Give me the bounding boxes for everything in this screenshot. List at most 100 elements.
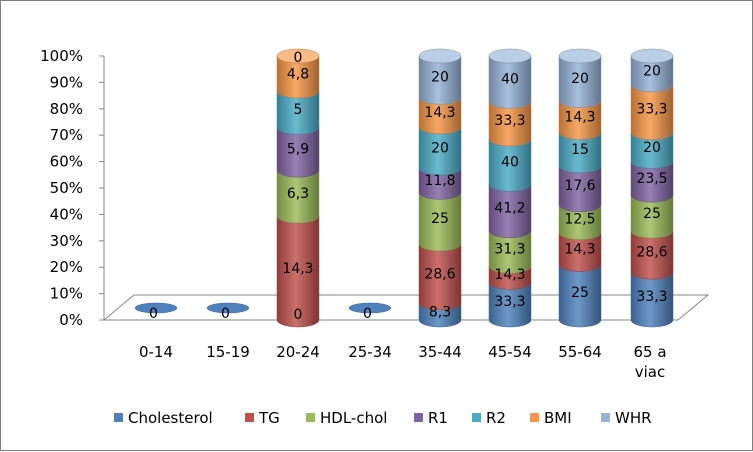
y-tick-label: 100%	[40, 47, 83, 65]
data-label: 20	[571, 71, 589, 87]
y-tick-label: 80%	[50, 100, 83, 118]
x-tick-label: 20-24	[276, 343, 320, 361]
data-label: 5	[294, 102, 303, 118]
data-label: 23,5	[636, 171, 667, 187]
y-tick-label: 30%	[50, 232, 83, 250]
chart-floor	[102, 294, 710, 321]
legend-item-4: R2	[472, 409, 506, 427]
legend-swatch	[114, 413, 123, 422]
x-tick-label: 35-44	[418, 343, 462, 361]
data-label: 33,3	[494, 294, 525, 310]
legend-item-1: TG	[245, 409, 280, 427]
bar-top-cap	[630, 48, 674, 64]
legend-swatch	[414, 413, 423, 422]
y-tick-label: 90%	[50, 73, 83, 91]
legend-item-6: WHR	[601, 409, 652, 427]
bar-group-4: 8,3 28,6 25 11,8 20 14,3 20	[418, 48, 462, 328]
data-label: 33,3	[636, 102, 667, 118]
bar-top-cap	[558, 48, 602, 64]
legend-swatch	[245, 413, 254, 422]
data-label: 20	[643, 140, 661, 156]
bar-area: 0 0 014,36,35,954,800 8,328,62511,82014,320…	[134, 48, 674, 328]
data-label: 12,5	[564, 212, 595, 228]
x-axis: 0-14 15-19 20-24 25-34 35-44 45-54 55-64 65 a vi…	[139, 343, 667, 381]
legend: Cholesterol TG HDL-chol R1 R2 BMI WHR	[114, 409, 652, 427]
data-label: 17,6	[564, 178, 595, 194]
data-label: 14,3	[494, 267, 525, 283]
legend-swatch	[530, 413, 539, 422]
data-label: 33,3	[494, 113, 525, 129]
data-label: 14,3	[282, 261, 313, 277]
empty-bar-disc	[206, 302, 250, 314]
data-label: 25	[431, 211, 449, 227]
legend-label: R1	[428, 409, 448, 427]
data-label: 33,3	[636, 289, 667, 305]
bar-group-2: 014,36,35,954,80	[276, 48, 320, 328]
y-tick-label: 0%	[59, 311, 83, 329]
legend-swatch	[306, 413, 315, 422]
y-tick-label: 40%	[50, 205, 83, 223]
data-label: 25	[643, 206, 661, 222]
legend-label: TG	[258, 409, 280, 427]
data-label: 31,3	[494, 241, 525, 257]
legend-swatch	[601, 413, 610, 422]
data-label: 20	[643, 63, 661, 79]
legend-item-5: BMI	[530, 409, 572, 427]
x-tick-label: 0-14	[139, 343, 173, 361]
data-label: 28,6	[424, 266, 455, 282]
data-label: 6,3	[287, 186, 309, 202]
y-tick-label: 10%	[50, 285, 83, 303]
data-label: 5,9	[287, 142, 309, 158]
data-label: 15	[571, 142, 589, 158]
data-label: 14,3	[564, 109, 595, 125]
data-label: 0	[294, 50, 303, 66]
bar-group-0: 0	[134, 302, 178, 322]
y-tick-label: 50%	[50, 179, 83, 197]
data-label: 0	[221, 306, 230, 322]
data-label: 4,8	[287, 66, 309, 82]
x-tick-label: 25-34	[348, 343, 392, 361]
legend-label: R2	[486, 409, 506, 427]
data-label: 14,3	[424, 105, 455, 121]
empty-bar-disc	[348, 302, 392, 314]
y-axis: 0% 10% 20% 30% 40% 50% 60% 70% 80% 90% 100%	[40, 47, 105, 329]
data-label: 20	[431, 140, 449, 156]
data-label: 0	[294, 307, 303, 323]
legend-item-3: R1	[414, 409, 448, 427]
legend-label: WHR	[615, 409, 652, 427]
data-label: 25	[571, 285, 589, 301]
bar-top-cap	[418, 48, 462, 64]
y-tick-label: 60%	[50, 153, 83, 171]
bar-group-7: 33,3 28,6 25 23,5 20 33,3 20	[630, 48, 674, 328]
legend-swatch	[472, 413, 481, 422]
bar-group-1: 0	[206, 302, 250, 322]
data-label: 40	[501, 155, 519, 171]
bar-group-5: 33,3 14,3 31,3 41,2 40 33,3 40	[488, 48, 532, 328]
bar-group-6: 25 14,3 12,5 17,6 15 14,3 20	[558, 48, 602, 328]
legend-label: Cholesterol	[128, 409, 213, 427]
data-label: 0	[149, 306, 158, 322]
data-label: 40	[501, 72, 519, 88]
data-label: 14,3	[564, 241, 595, 257]
legend-label: BMI	[544, 409, 572, 427]
legend-item-0: Cholesterol	[114, 409, 213, 427]
x-tick-label: viac	[635, 363, 665, 381]
data-label: 41,2	[494, 200, 525, 216]
data-label: 0	[363, 306, 372, 322]
bar-top-cap	[276, 48, 320, 64]
empty-bar-disc	[134, 302, 178, 314]
legend-label: HDL-chol	[320, 409, 387, 427]
y-tick-label: 70%	[50, 126, 83, 144]
x-tick-label: 15-19	[206, 343, 250, 361]
data-label: 20	[431, 70, 449, 86]
data-label: 28,6	[636, 245, 667, 261]
data-label: 11,8	[424, 173, 455, 189]
bar-group-3: 0	[348, 302, 392, 322]
x-tick-label: 45-54	[488, 343, 532, 361]
y-tick-label: 20%	[50, 258, 83, 276]
x-tick-label: 65 a	[633, 343, 666, 361]
bar-top-cap	[488, 48, 532, 64]
floor-plane	[102, 294, 710, 321]
